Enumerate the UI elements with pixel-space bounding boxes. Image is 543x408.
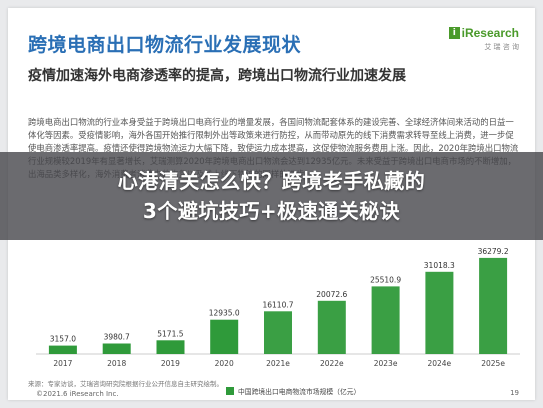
legend-swatch xyxy=(226,387,234,395)
bar-chart: 3157.0 2017 3980.7 2018 5171.5 2019 12935.0 202… xyxy=(36,247,520,368)
banner-line-2: 3个避坑技巧+极速通关秘诀 xyxy=(142,199,401,223)
logo-subtitle: 艾 瑞 咨 询 xyxy=(484,43,519,51)
bar-2017 xyxy=(48,345,77,354)
bar-2024e xyxy=(425,271,454,354)
copyright: ©2021.6 iResearch Inc. xyxy=(36,390,119,398)
data-label-2019: 5171.5 xyxy=(157,329,183,338)
page-number: 19 xyxy=(510,389,519,397)
legend-label: 中国跨境出口电商物流市场规模（亿元） xyxy=(238,388,361,396)
bar-2022e xyxy=(317,300,346,354)
slide-subtitle: 疫情加速海外电商渗透率的提高，跨境出口物流行业加速发展 xyxy=(28,68,406,84)
bar-2020 xyxy=(210,319,239,354)
bar-2019 xyxy=(156,340,185,354)
x-tick-2017: 2017 xyxy=(53,359,72,368)
bar-2025e xyxy=(479,257,508,354)
x-tick-2018: 2018 xyxy=(107,359,126,368)
brand-logo: i iResearch 艾 瑞 咨 询 xyxy=(449,26,519,56)
x-tick-2024e: 2024e xyxy=(427,359,451,368)
slide-title: 跨境电商出口物流行业发展现状 xyxy=(28,34,302,56)
data-label-2021e: 16110.7 xyxy=(262,300,293,309)
x-tick-2021e: 2021e xyxy=(266,359,290,368)
chart-legend: 中国跨境出口电商物流市场规模（亿元） xyxy=(226,386,360,396)
data-label-2024e: 31018.3 xyxy=(424,261,455,270)
x-tick-2019: 2019 xyxy=(161,359,180,368)
x-tick-2022e: 2022e xyxy=(320,359,344,368)
banner-line-1: 心港清关怎么快？跨境老手私藏的 xyxy=(117,169,426,193)
x-tick-2025e: 2025e xyxy=(481,359,505,368)
x-tick-2020: 2020 xyxy=(215,359,234,368)
bar-2021e xyxy=(264,311,292,354)
data-label-2017: 3157.0 xyxy=(50,335,76,344)
data-label-2023e: 25510.9 xyxy=(370,275,401,284)
bar-2023e xyxy=(371,286,400,354)
logo-mark-icon: i xyxy=(449,27,460,39)
data-label-2025e: 36279.2 xyxy=(478,247,509,256)
data-label-2020: 12935.0 xyxy=(209,309,240,318)
source-note: 来源：专家访谈，艾瑞咨询研究院根据行业公开信息自主研究绘制。 xyxy=(28,380,223,388)
overlay-banner[interactable]: 心港清关怎么快？跨境老手私藏的 3个避坑技巧+极速通关秘诀 xyxy=(0,152,543,240)
bar-2018 xyxy=(102,343,131,354)
x-tick-2023e: 2023e xyxy=(374,359,398,368)
logo-brand: iResearch xyxy=(461,26,519,40)
data-label-2018: 3980.7 xyxy=(104,333,130,342)
data-label-2022e: 20072.6 xyxy=(316,290,347,299)
